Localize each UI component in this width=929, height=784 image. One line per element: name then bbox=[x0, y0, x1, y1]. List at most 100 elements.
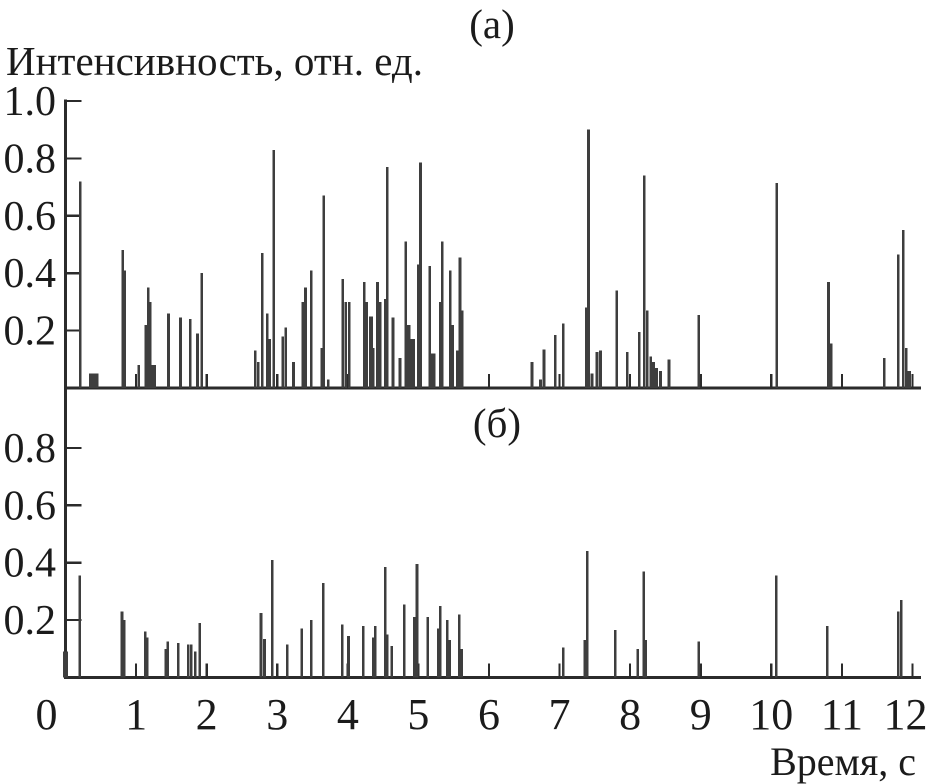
spike bbox=[899, 600, 903, 678]
spike bbox=[300, 628, 304, 678]
spike bbox=[638, 332, 641, 388]
spike bbox=[123, 270, 127, 388]
spike bbox=[144, 324, 148, 388]
spike bbox=[146, 287, 150, 388]
spike bbox=[263, 638, 266, 678]
spike bbox=[254, 350, 257, 388]
x-tick-label: 9 bbox=[690, 690, 712, 739]
spike bbox=[259, 612, 263, 678]
spike bbox=[774, 575, 778, 678]
spike bbox=[321, 582, 325, 678]
spike bbox=[827, 281, 830, 388]
x-tick-label: 5 bbox=[407, 690, 429, 739]
spike bbox=[642, 571, 645, 678]
spike bbox=[194, 651, 197, 678]
spike bbox=[554, 334, 557, 388]
spike bbox=[78, 575, 81, 678]
spike bbox=[645, 310, 649, 388]
spike bbox=[379, 301, 382, 388]
spike bbox=[636, 648, 640, 678]
spike bbox=[390, 645, 393, 678]
spike bbox=[365, 301, 369, 388]
spike bbox=[326, 379, 330, 388]
spike bbox=[583, 640, 587, 678]
spike bbox=[417, 264, 420, 388]
spike bbox=[654, 367, 658, 388]
spike bbox=[144, 631, 147, 678]
spike bbox=[775, 182, 779, 388]
spike bbox=[292, 362, 295, 388]
spike bbox=[643, 175, 646, 388]
spike bbox=[649, 356, 652, 388]
spike bbox=[697, 641, 700, 678]
spike bbox=[539, 379, 542, 388]
spike bbox=[626, 352, 629, 388]
spike bbox=[830, 343, 833, 388]
spike bbox=[585, 307, 588, 388]
spike bbox=[284, 327, 287, 388]
spike bbox=[599, 350, 602, 388]
x-axis-label: Время, с bbox=[770, 739, 916, 784]
spike bbox=[651, 362, 656, 388]
spike bbox=[322, 195, 326, 388]
spike bbox=[120, 611, 124, 678]
y-tick-label: 0.6 bbox=[4, 483, 57, 529]
x-tick-label: 10 bbox=[749, 690, 793, 739]
spike bbox=[595, 352, 599, 388]
spike bbox=[561, 323, 565, 388]
spike bbox=[179, 317, 182, 388]
spike bbox=[458, 257, 462, 388]
spike bbox=[371, 347, 375, 388]
spike bbox=[340, 624, 344, 678]
spike bbox=[148, 301, 152, 388]
spike bbox=[419, 162, 422, 388]
spike bbox=[459, 648, 464, 678]
spike bbox=[309, 620, 313, 678]
x-tick-label: 4 bbox=[337, 690, 359, 739]
spike bbox=[410, 339, 415, 388]
spike bbox=[341, 278, 345, 388]
spike bbox=[428, 266, 431, 388]
spike bbox=[187, 644, 190, 678]
spike bbox=[121, 250, 124, 388]
spike bbox=[667, 359, 671, 388]
x-tick-label: 3 bbox=[266, 690, 288, 739]
spike bbox=[261, 253, 264, 388]
x-tick-label: 8 bbox=[619, 690, 641, 739]
spike bbox=[391, 317, 395, 388]
spike bbox=[460, 310, 464, 388]
y-tick-label: 0.8 bbox=[4, 136, 57, 182]
panel-a-label: (а) bbox=[469, 1, 515, 47]
spike bbox=[441, 241, 444, 388]
spike bbox=[398, 357, 402, 388]
panel-b-label: (б) bbox=[472, 400, 522, 446]
y-tick-label: 0.6 bbox=[4, 194, 57, 240]
spike bbox=[285, 644, 289, 678]
spike bbox=[189, 319, 192, 388]
spike bbox=[561, 647, 565, 678]
spike bbox=[369, 316, 374, 389]
spike bbox=[449, 324, 454, 388]
spike bbox=[63, 651, 68, 678]
spike bbox=[458, 614, 461, 678]
spike bbox=[88, 373, 99, 388]
spike bbox=[386, 167, 389, 388]
spike bbox=[189, 644, 193, 678]
y-axis-label: Интенсивность, отн. ед. bbox=[6, 38, 423, 84]
spike bbox=[644, 640, 647, 678]
spike bbox=[167, 313, 170, 388]
spike bbox=[304, 287, 307, 388]
spike bbox=[897, 611, 900, 678]
spike bbox=[272, 149, 275, 388]
spike bbox=[344, 301, 347, 388]
spike bbox=[309, 270, 313, 388]
spike bbox=[301, 301, 304, 388]
spike bbox=[614, 630, 617, 678]
spike bbox=[439, 301, 442, 388]
x-tick-label: 6 bbox=[478, 690, 500, 739]
spike bbox=[439, 605, 442, 678]
spike bbox=[456, 350, 460, 388]
spike bbox=[405, 324, 411, 388]
